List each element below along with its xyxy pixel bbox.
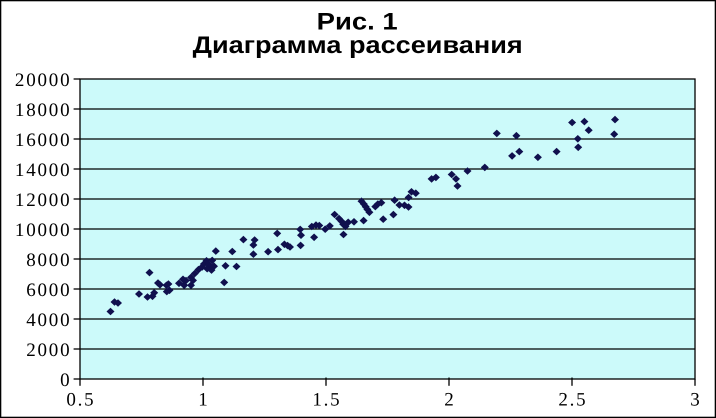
svg-text:4000: 4000 (26, 310, 71, 331)
svg-text:1: 1 (198, 390, 209, 411)
svg-text:Диаграмма рассеивания: Диаграмма рассеивания (193, 32, 523, 59)
svg-text:2.5: 2.5 (558, 390, 587, 411)
svg-text:14000: 14000 (15, 160, 72, 181)
svg-text:6000: 6000 (26, 280, 71, 301)
svg-text:8000: 8000 (26, 250, 71, 271)
svg-text:2: 2 (444, 390, 455, 411)
svg-text:20000: 20000 (15, 70, 72, 91)
svg-text:0: 0 (60, 370, 71, 391)
svg-text:18000: 18000 (15, 100, 72, 121)
svg-text:1.5: 1.5 (312, 390, 341, 411)
svg-text:16000: 16000 (15, 130, 72, 151)
svg-text:2000: 2000 (26, 340, 71, 361)
svg-text:12000: 12000 (15, 190, 72, 211)
svg-text:3: 3 (690, 390, 701, 411)
svg-text:Рис. 1: Рис. 1 (317, 9, 398, 36)
svg-text:0.5: 0.5 (66, 390, 95, 411)
svg-text:10000: 10000 (15, 220, 72, 241)
